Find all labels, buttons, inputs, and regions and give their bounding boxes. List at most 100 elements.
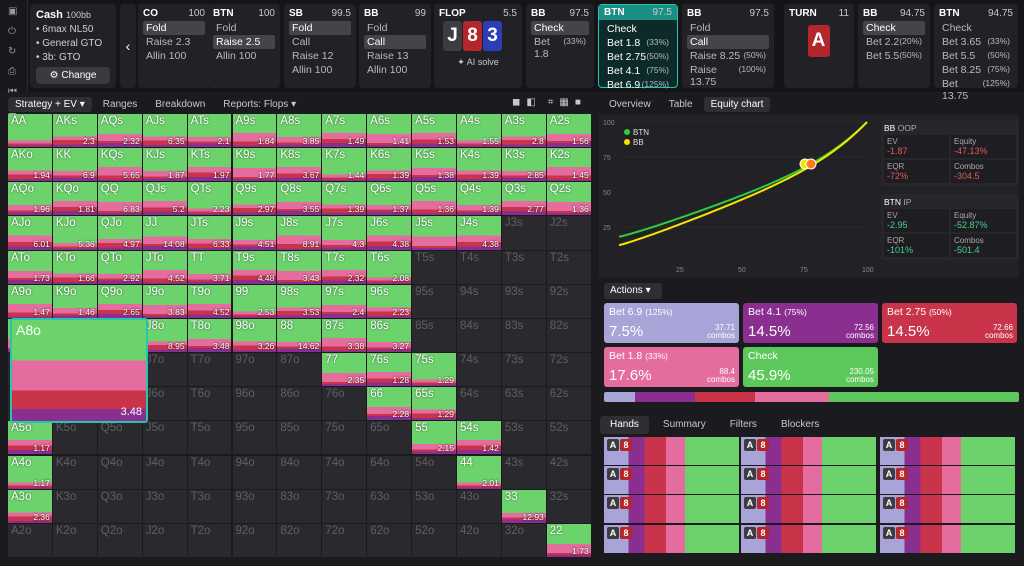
- action-option[interactable]: Call: [687, 35, 769, 49]
- hand-cell[interactable]: 97o: [232, 353, 278, 388]
- hand-cell[interactable]: T6s 2.08: [367, 250, 413, 285]
- action-option[interactable]: Allin 100: [146, 50, 187, 62]
- hand-cell[interactable]: 74s: [457, 353, 502, 388]
- hand-cell[interactable]: A4o 1.17: [8, 455, 53, 490]
- tab-strategy-ev[interactable]: Strategy + EV ▾: [8, 96, 92, 112]
- hand-cell[interactable]: K5o: [52, 421, 98, 456]
- hand-cell[interactable]: 87o: [277, 353, 323, 388]
- hand-cell[interactable]: K3o: [52, 489, 98, 524]
- hand-cell[interactable]: K2o: [52, 523, 98, 558]
- hand-cell[interactable]: Q7s 1.39: [322, 182, 368, 217]
- hand-cell[interactable]: 73o: [322, 489, 368, 524]
- hand-cell[interactable]: 95s: [412, 284, 457, 319]
- hand-cell[interactable]: 95o: [232, 421, 278, 456]
- hand-cell[interactable]: 63s: [501, 387, 547, 422]
- action-option[interactable]: Allin 100: [292, 64, 333, 76]
- change-button[interactable]: ⚙ Change: [36, 67, 110, 84]
- hand-cell[interactable]: A5s 1.53: [412, 114, 457, 149]
- chevron-left-icon[interactable]: ‹: [120, 4, 136, 88]
- hand-cell[interactable]: A2s 1.56: [546, 114, 592, 149]
- hand-cell[interactable]: Q9o 2.65: [97, 284, 143, 319]
- ai-solve-button[interactable]: ✦ AI solve: [457, 57, 499, 67]
- action-option[interactable]: Bet 5.5 (50%): [942, 50, 1010, 62]
- hand-cell[interactable]: K9o 1.46: [52, 284, 98, 319]
- hand-cell[interactable]: 99 2.53: [232, 284, 278, 319]
- hand-cell[interactable]: 32s: [546, 489, 592, 524]
- cube-icon[interactable]: ◼: [512, 97, 521, 108]
- hand-cell[interactable]: 75s 1.29: [412, 353, 457, 388]
- hand-cell[interactable]: 96s 2.23: [367, 284, 413, 319]
- action-option[interactable]: Allin 100: [367, 64, 408, 76]
- position-box-btn[interactable]: BTN 100 Fold Raise 2.5 Allin 100: [208, 4, 280, 88]
- hand-cell[interactable]: JJ 14.08: [142, 216, 188, 251]
- hand-cell[interactable]: J3s: [501, 216, 547, 251]
- hand-cell[interactable]: AQs 2.32: [97, 114, 143, 149]
- hand-cell[interactable]: J6o: [142, 387, 188, 422]
- hand-cell[interactable]: 98s 3.53: [277, 284, 323, 319]
- action-option[interactable]: Bet 6.9 (125%): [607, 79, 669, 91]
- hand-cell[interactable]: ATo 1.73: [8, 250, 53, 285]
- action-option[interactable]: Raise 2.5: [213, 35, 275, 49]
- hand-cell[interactable]: A3s 2.8: [501, 114, 547, 149]
- hand-cell[interactable]: 92s: [546, 284, 592, 319]
- hand-cell[interactable]: K2s 1.45: [546, 148, 592, 183]
- hand-cell[interactable]: QJs 5.2: [142, 182, 188, 217]
- hand-cell[interactable]: A9s 1.84: [232, 114, 278, 149]
- hand-cell[interactable]: Q8s 3.55: [277, 182, 323, 217]
- hand-cell[interactable]: T8s 3.43: [277, 250, 323, 285]
- action-option[interactable]: Check: [863, 21, 925, 35]
- action-option[interactable]: Raise 12: [292, 50, 334, 62]
- hand-cell[interactable]: 42o: [457, 523, 502, 558]
- hand-cell[interactable]: 74o: [322, 455, 368, 490]
- hand-cell[interactable]: T7o: [187, 353, 233, 388]
- square-icon[interactable]: ■: [574, 97, 581, 108]
- hand-cell[interactable]: 53o: [412, 489, 457, 524]
- zoomed-cell-a8o[interactable]: A8o 3.48: [10, 318, 148, 423]
- hand-cell[interactable]: KQo 1.81: [52, 182, 98, 217]
- hand-cell[interactable]: A8s 3.85: [277, 114, 323, 149]
- hand-cell[interactable]: T8o 3.48: [187, 318, 233, 354]
- hand-cell[interactable]: 33 12.93: [501, 489, 547, 524]
- hand-cell[interactable]: 84o: [277, 455, 323, 490]
- hand-cell[interactable]: KTo 1.66: [52, 250, 98, 285]
- hand-cell[interactable]: T9s 4.48: [232, 250, 278, 285]
- hand-cell[interactable]: 43o: [457, 489, 502, 524]
- hand-cell[interactable]: KJs 1.87: [142, 148, 188, 183]
- hand-cell[interactable]: 43s: [501, 455, 547, 490]
- action-option[interactable]: Fold: [216, 22, 237, 34]
- hand-cell[interactable]: J7o: [142, 353, 188, 388]
- hand-cell[interactable]: T5s: [412, 250, 457, 285]
- action-option[interactable]: Bet 2.75 (50%): [607, 51, 669, 63]
- hand-cell[interactable]: TT 3.71: [187, 250, 233, 285]
- hand-cell[interactable]: 94o: [232, 455, 278, 490]
- hand-cell[interactable]: QTo 2.92: [97, 250, 143, 285]
- hand-cell[interactable]: 76o: [322, 387, 368, 422]
- hand-cell[interactable]: QQ 6.83: [97, 182, 143, 217]
- hand-cell[interactable]: 54s 1.42: [457, 421, 502, 456]
- hand-cell[interactable]: K4o: [52, 455, 98, 490]
- action-option[interactable]: Raise 13.75 (100%): [690, 64, 766, 88]
- action-option[interactable]: Fold: [690, 22, 711, 34]
- hand-cell[interactable]: QJo 4.97: [97, 216, 143, 251]
- hand-cell[interactable]: 72s: [546, 353, 592, 388]
- hand-cell[interactable]: K8s 3.67: [277, 148, 323, 183]
- hand-cell[interactable]: T2s: [546, 250, 592, 285]
- hand-cell[interactable]: 66 2.28: [367, 387, 413, 422]
- hand-cell[interactable]: J5s: [412, 216, 457, 251]
- hand-cell[interactable]: 65o: [367, 421, 413, 456]
- hand-cell[interactable]: 94s: [457, 284, 502, 319]
- hand-cell[interactable]: JTs 6.33: [187, 216, 233, 251]
- action-option[interactable]: Bet 8.25 (75%): [942, 64, 1010, 76]
- hand-cell[interactable]: J7s 4.3: [322, 216, 368, 251]
- tab-overview[interactable]: Overview: [609, 98, 651, 110]
- hand-cell[interactable]: T3o: [187, 489, 233, 524]
- hand-cell[interactable]: 83s: [501, 318, 547, 354]
- position-box-co[interactable]: CO 100 Fold Raise 2.3 Allin 100: [138, 4, 210, 88]
- hand-cell[interactable]: KK 6.9: [52, 148, 98, 183]
